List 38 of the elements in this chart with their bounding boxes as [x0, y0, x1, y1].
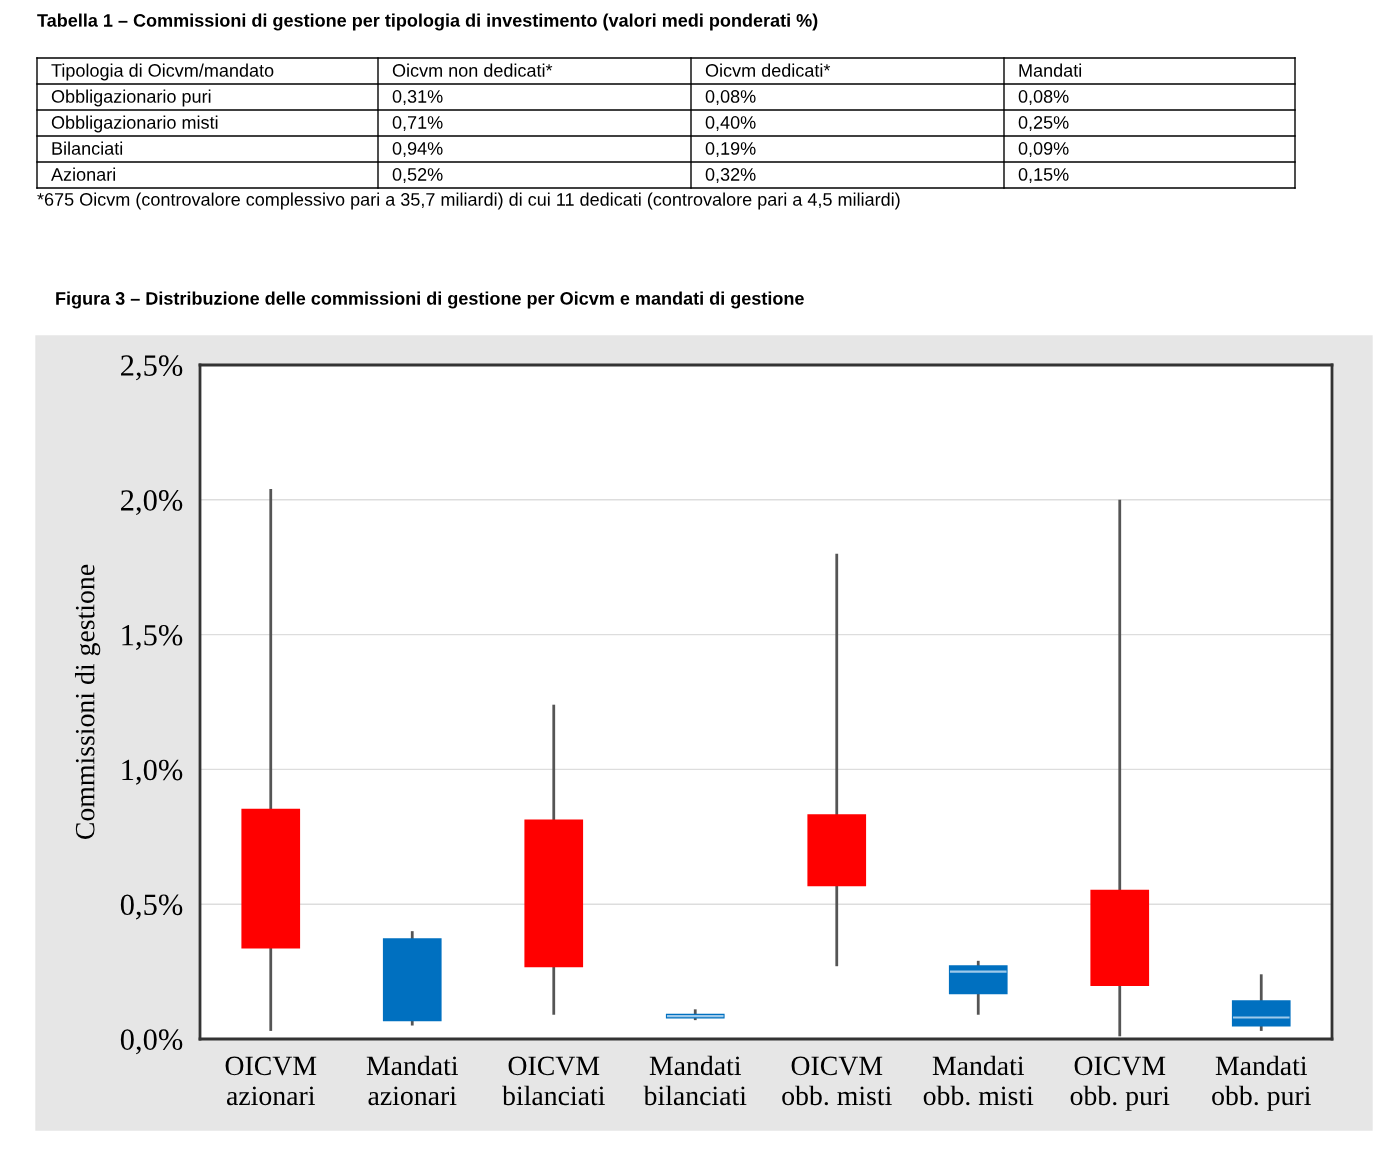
y-axis-title: Commissioni di gestione	[74, 564, 101, 839]
text: 0,71%	[392, 116, 443, 131]
text: 0,15%	[1018, 168, 1069, 183]
text: Mandati	[1019, 63, 1082, 77]
x-tick-label: Mandati azionari	[366, 1055, 458, 1106]
y-tick-label: 1,0%	[122, 759, 183, 785]
text: 0,09%	[1018, 142, 1069, 157]
x-tick-label: Mandati obb. puri	[1212, 1055, 1311, 1111]
text: Tipologia di Oicvm/mandato	[51, 63, 274, 81]
text: 0,19%	[705, 142, 756, 157]
chart-title: Figura 3 – Distribuzione delle commissioni di gestione per Oicvm e mandati di gestione	[56, 291, 804, 309]
y-tick-label: 2,5%	[121, 355, 183, 381]
text: Azionari	[51, 167, 116, 181]
text: Oicvm non dedicati*	[392, 63, 553, 77]
text: Bilanciati	[52, 141, 123, 155]
text: *675 Oicvm (controvalore complessivo pari a 35,7 miliardi) di cui 11 dedicati (controvalore pari a 4,5 miliardi)	[37, 192, 900, 210]
text: 0,40%	[705, 116, 756, 131]
y-tick-label: 0,0%	[120, 1029, 183, 1055]
text: 0,32%	[705, 168, 756, 183]
text: 0,25%	[1018, 116, 1069, 131]
text: 0,94%	[392, 142, 443, 157]
text: 0,08%	[705, 90, 756, 105]
x-tick-label: Mandati bilanciati	[643, 1055, 747, 1106]
text: Oicvm dedicati*	[705, 63, 831, 77]
y-tick-label: 1,5%	[122, 624, 183, 650]
x-tick-label: OICVM azionari	[225, 1056, 317, 1106]
text: 0,08%	[1018, 90, 1069, 105]
text: Tabella 1 – Commissioni di gestione per tipologia di investimento (valori medi ponderati %)	[37, 13, 818, 31]
x-tick-label: OICVM obb. puri	[1070, 1056, 1170, 1111]
x-tick-label: OICVM bilanciati	[502, 1056, 605, 1106]
text: Obbligazionario puri	[51, 89, 211, 107]
y-tick-label: 2,0%	[121, 490, 183, 516]
x-tick-label: Mandati obb. misti	[923, 1055, 1034, 1106]
y-tick-label: 0,5%	[120, 894, 183, 920]
text: Obbligazionario misti	[51, 115, 218, 133]
x-tick-label: OICVM obb. misti	[782, 1056, 892, 1106]
text: 0,31%	[392, 90, 443, 105]
text: 0,52%	[392, 168, 443, 183]
